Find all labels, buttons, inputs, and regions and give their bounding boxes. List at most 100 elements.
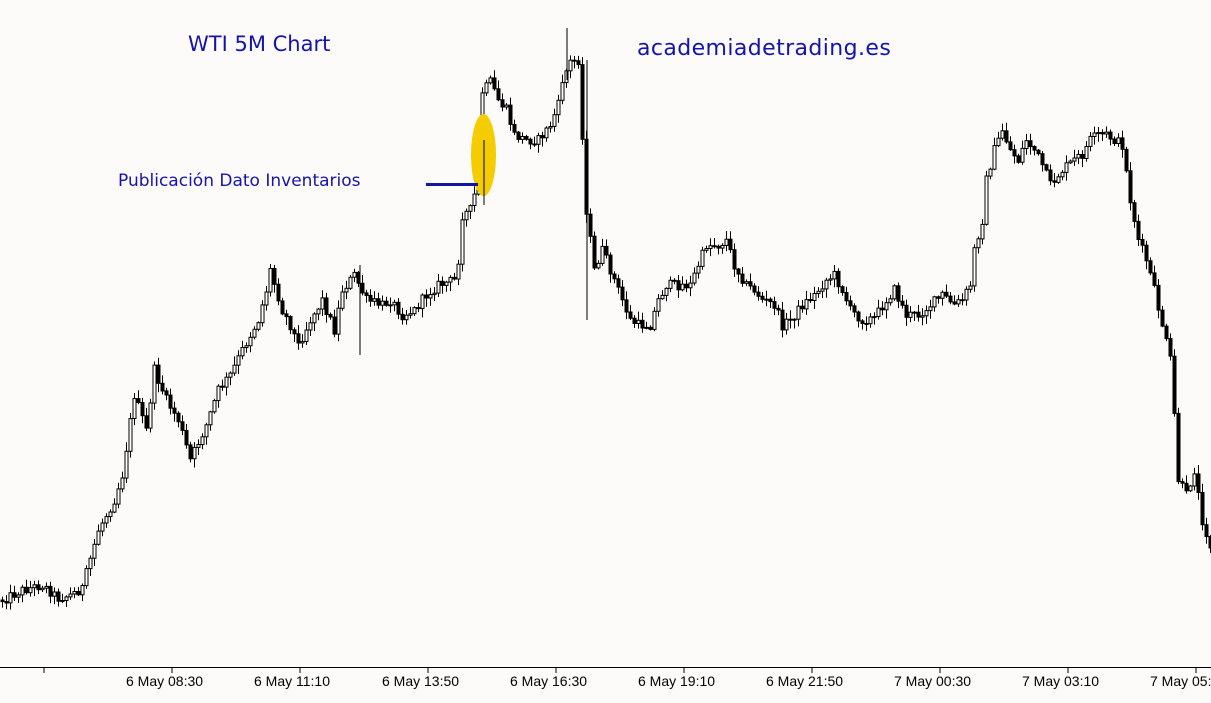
candle-body	[988, 168, 993, 177]
x-tick-label: 6 May 16:30	[510, 673, 587, 689]
x-tick-label: 7 May 05:50	[1150, 673, 1211, 689]
candle-body	[756, 291, 761, 297]
candle-body	[1140, 239, 1145, 246]
candle-body	[56, 591, 61, 602]
candle-body	[516, 131, 521, 140]
candle-body	[1168, 338, 1173, 357]
candle-body	[672, 279, 677, 282]
candle-body	[76, 591, 81, 596]
candle-body	[856, 311, 861, 322]
candle-body	[4, 601, 9, 604]
candle-body	[436, 280, 441, 294]
candle-body	[12, 592, 17, 598]
candle-body	[40, 587, 45, 591]
candle-body	[1144, 244, 1149, 262]
candle-body	[780, 309, 785, 331]
candle-body	[608, 254, 613, 275]
candle-body	[48, 585, 53, 597]
candle-body	[488, 77, 493, 84]
candle-body	[332, 316, 337, 335]
candle-body	[904, 304, 909, 318]
candle-body	[1012, 149, 1017, 157]
candle-body	[300, 341, 305, 344]
candle-body	[512, 124, 517, 133]
candle-body	[132, 398, 137, 420]
candle-body	[484, 82, 489, 94]
candle-body	[80, 585, 85, 596]
candle-body	[840, 286, 845, 294]
candle-body	[864, 323, 869, 325]
candle-body	[432, 292, 437, 296]
candle-body	[792, 318, 797, 321]
candle-body	[1180, 481, 1185, 484]
candle-body	[1112, 138, 1117, 144]
candle-body	[944, 291, 949, 297]
candle-body	[276, 283, 281, 302]
candle-body	[492, 77, 497, 90]
candle-body	[560, 82, 565, 101]
candle-body	[732, 249, 737, 270]
candle-body	[648, 326, 653, 330]
candle-body	[604, 245, 609, 256]
candle-body	[1132, 202, 1137, 222]
candle-body	[376, 298, 381, 306]
candle-body	[456, 263, 461, 280]
candle-body	[236, 355, 241, 366]
candle-body	[956, 299, 961, 305]
candle-body	[16, 594, 21, 598]
candle-body	[964, 288, 969, 301]
candle-body	[996, 137, 1001, 147]
x-tick-label: 6 May 08:30	[126, 673, 203, 689]
candle-body	[256, 322, 261, 330]
candle-body	[708, 245, 713, 249]
candle-body	[768, 298, 773, 303]
candle-body	[264, 291, 269, 306]
candle-body	[816, 290, 821, 294]
candle-body	[244, 345, 249, 349]
x-tick-label: 6 May 19:10	[638, 673, 715, 689]
candle-body	[120, 477, 125, 490]
candle-body	[912, 311, 917, 314]
candle-body	[844, 292, 849, 302]
candle-body	[36, 584, 41, 591]
candle-body	[448, 276, 453, 283]
candle-body	[680, 283, 685, 291]
candle-body	[544, 127, 549, 139]
candle-body	[504, 104, 509, 108]
candle-body	[1068, 160, 1073, 164]
candle-body	[688, 282, 693, 289]
candle-body	[208, 411, 213, 426]
candle-body	[872, 316, 877, 319]
candle-body	[508, 104, 513, 125]
candle-body	[452, 276, 457, 280]
x-tick-label: 7 May 00:30	[894, 673, 971, 689]
candle-body	[612, 273, 617, 280]
candle-body	[328, 314, 333, 318]
candle-body	[72, 591, 77, 595]
candle-body	[828, 278, 833, 281]
candle-body	[932, 296, 937, 308]
candle-body	[1184, 482, 1189, 492]
candle-body	[1076, 154, 1081, 159]
candle-body	[892, 285, 897, 300]
candle-body	[44, 585, 49, 589]
x-tick-label: 6 May 21:50	[766, 673, 843, 689]
x-tick-label: 6 May 11:10	[254, 673, 330, 689]
candle-body	[668, 279, 673, 289]
candle-body	[176, 412, 181, 423]
candle-body	[552, 114, 557, 127]
candle-body	[980, 223, 985, 240]
candle-body	[924, 310, 929, 317]
candle-body	[524, 136, 529, 140]
candle-body	[392, 301, 397, 306]
candle-body	[652, 310, 657, 330]
candle-body	[408, 313, 413, 316]
candle-body	[212, 400, 217, 413]
candle-body	[88, 557, 93, 570]
candle-body	[1136, 220, 1141, 240]
candle-body	[940, 291, 945, 299]
candle-body	[696, 265, 701, 274]
candle-body	[632, 317, 637, 325]
candle-body	[324, 297, 329, 315]
candle-body	[1204, 524, 1209, 538]
